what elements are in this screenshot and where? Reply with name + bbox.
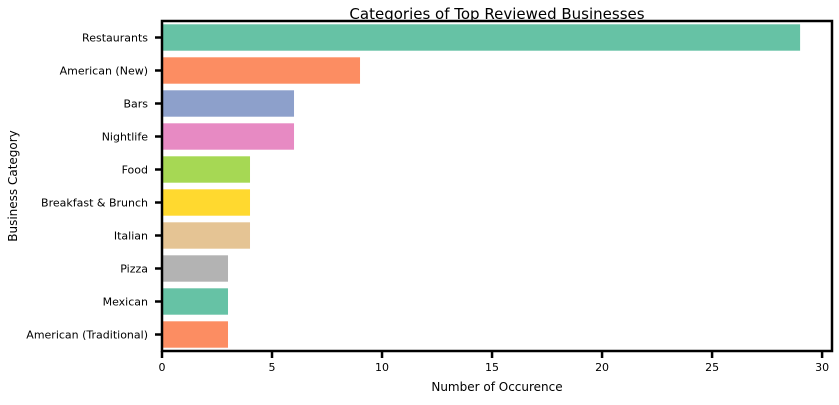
bar-2 (162, 90, 295, 117)
bar-1 (162, 57, 361, 84)
y-tick-label-8: Mexican (103, 296, 148, 309)
y-tick-label-0: Restaurants (82, 32, 148, 45)
x-axis-label: Number of Occurence (431, 380, 562, 394)
x-tick-label-5: 25 (705, 361, 719, 374)
bars-group (162, 24, 801, 348)
y-tick-label-6: Italian (114, 230, 148, 243)
y-axis-ticks: Restaurants American (New) Bars Nightlife Fo… (26, 32, 162, 342)
y-tick-label-5: Breakfast & Brunch (41, 197, 148, 210)
x-tick-label-1: 5 (269, 361, 276, 374)
bar-6 (162, 222, 251, 249)
x-tick-label-0: 0 (159, 361, 166, 374)
bar-3 (162, 123, 295, 150)
y-tick-label-7: Pizza (120, 263, 148, 276)
bar-5 (162, 189, 251, 216)
x-axis-ticks: 0 5 10 15 20 25 30 (159, 351, 829, 374)
bar-4 (162, 156, 251, 183)
x-tick-label-6: 30 (815, 361, 829, 374)
y-axis-label: Business Category (6, 130, 20, 242)
y-tick-label-3: Nightlife (102, 131, 149, 144)
y-tick-label-9: American (Traditional) (26, 329, 148, 342)
y-tick-label-2: Bars (123, 98, 148, 111)
plot-frame (160, 19, 834, 353)
x-tick-label-3: 15 (485, 361, 499, 374)
y-tick-label-4: Food (122, 164, 148, 177)
x-tick-label-2: 10 (375, 361, 389, 374)
x-tick-label-4: 20 (595, 361, 609, 374)
y-tick-label-1: American (New) (60, 65, 148, 78)
bar-8 (162, 288, 229, 315)
bar-0 (162, 24, 801, 51)
bar-9 (162, 321, 229, 348)
bar-7 (162, 255, 229, 282)
chart-title: Categories of Top Reviewed Businesses (349, 5, 644, 23)
